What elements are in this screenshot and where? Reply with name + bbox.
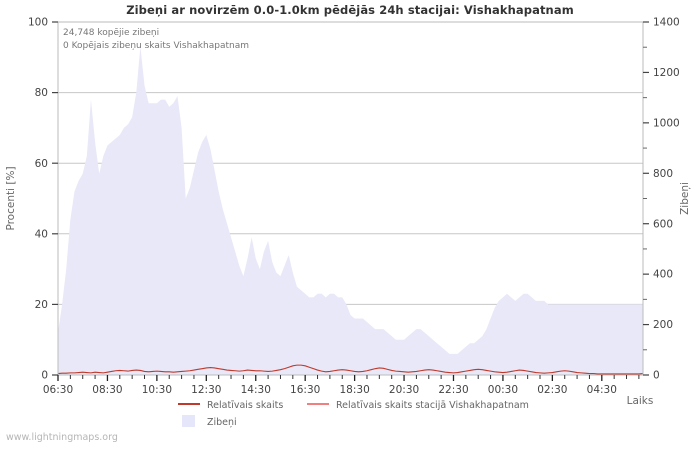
y-axis-tick-label: 0 xyxy=(41,370,48,382)
legend-label: Zibeņi xyxy=(207,417,237,428)
y2-axis-tick-label: 1400 xyxy=(653,17,680,29)
legend-swatch-area xyxy=(182,415,195,427)
annotation-station-strokes: 0 Kopējais zibeņu skaits Vishakhapatnam xyxy=(63,41,249,51)
x-axis-tick-label: 00:30 xyxy=(488,384,518,396)
x-axis-tick-label: 16:30 xyxy=(290,384,320,396)
x-axis-tick-label: 14:30 xyxy=(241,384,271,396)
legend-label: Relatīvais skaits stacijā Vishakhapatnam xyxy=(336,400,529,411)
x-axis-tick-label: 12:30 xyxy=(191,384,221,396)
y-axis-tick-label: 80 xyxy=(35,87,48,99)
footer-watermark: www.lightningmaps.org xyxy=(6,432,118,443)
x-axis-tick-label: 02:30 xyxy=(537,384,567,396)
x-axis-tick-label: 20:30 xyxy=(389,384,419,396)
annotation-total-strokes: 24,748 kopējie zibeņi xyxy=(63,28,159,38)
x-axis-tick-label: 04:30 xyxy=(587,384,617,396)
y2-axis-tick-label: 0 xyxy=(653,370,660,382)
x-axis-tick-label: 08:30 xyxy=(92,384,122,396)
y2-axis-tick-label: 1200 xyxy=(653,67,680,79)
line-series-relative-count xyxy=(57,364,644,375)
y-axis-tick-label: 100 xyxy=(28,17,48,29)
x-axis-tick-label: 06:30 xyxy=(43,384,73,396)
y-axis-title: Procenti [%] xyxy=(5,166,17,230)
x-axis-tick-label: 18:30 xyxy=(339,384,369,396)
y-axis-tick-label: 60 xyxy=(35,158,48,170)
y2-axis-tick-label: 600 xyxy=(653,218,673,230)
x-axis-title: Laiks xyxy=(627,395,654,407)
y-axis-tick-label: 20 xyxy=(35,299,48,311)
legend-label: Relatīvais skaits xyxy=(207,400,283,411)
chart-plot-area: 020406080100020040060080010001200140006:… xyxy=(5,17,691,428)
x-axis-tick-label: 22:30 xyxy=(438,384,468,396)
y2-axis-tick-label: 200 xyxy=(653,319,673,331)
x-axis-tick-label: 10:30 xyxy=(142,384,172,396)
y2-axis-tick-label: 400 xyxy=(653,269,673,281)
y2-axis-tick-label: 1000 xyxy=(653,117,680,129)
area-series-zibeni xyxy=(58,46,643,376)
chart-title: Zibeņi ar novirzēm 0.0-1.0km pēdējās 24h… xyxy=(126,3,574,17)
y-axis-tick-label: 40 xyxy=(35,228,48,240)
y2-axis-title: Zibeņi xyxy=(679,182,691,215)
y2-axis-tick-label: 800 xyxy=(653,168,673,180)
